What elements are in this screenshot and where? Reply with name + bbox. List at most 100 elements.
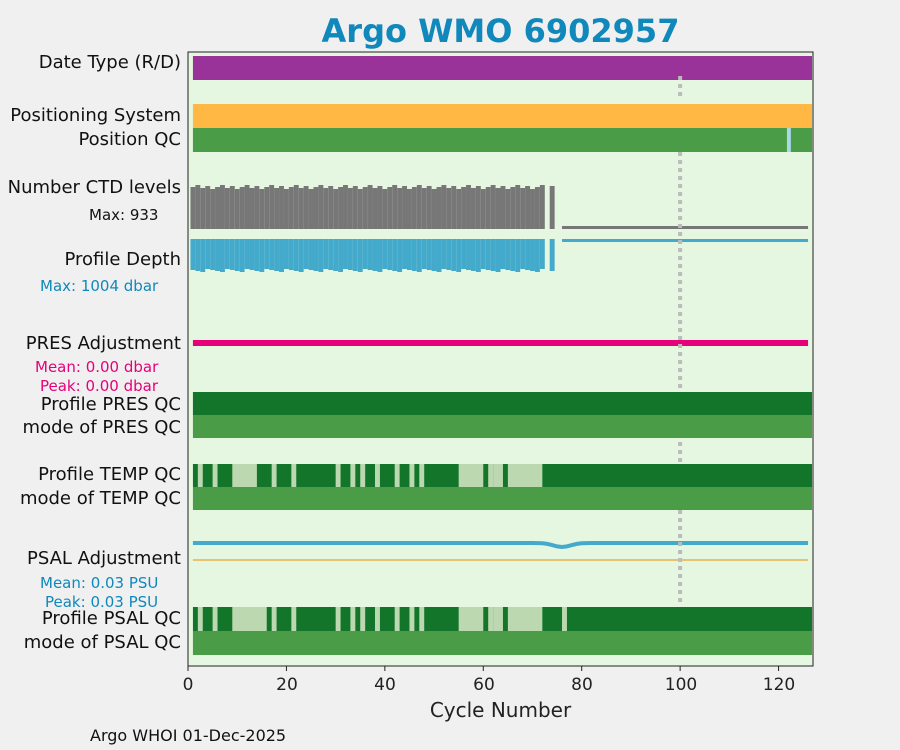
ctd-levels-bar (328, 186, 334, 229)
profile-depth-bar (264, 239, 270, 269)
temp-qc-light-segment (409, 464, 415, 487)
profile-depth-bar (259, 239, 265, 272)
profile-depth-bar (534, 239, 540, 272)
label-date-type: Date Type (R/D) (38, 52, 181, 73)
ctd-levels-bar (254, 186, 260, 229)
ctd-levels-bar (510, 187, 516, 229)
label-positioning-system: Positioning System (10, 105, 181, 126)
temp-qc-light-segment (394, 464, 400, 487)
psal-qc-light-segment (394, 607, 400, 631)
profile-depth-bar (239, 239, 245, 272)
profile-depth-bar (505, 239, 511, 270)
profile-depth-bar (456, 239, 462, 272)
psal-peak-text: Peak: 0.03 PSU (45, 593, 159, 611)
ctd-levels-bar (313, 187, 319, 229)
profile-depth-bar (490, 239, 496, 271)
ctd-levels-bar (470, 188, 476, 229)
label-mode-pres-qc: mode of PRES QC (22, 417, 181, 438)
x-tick-label: 40 (374, 675, 396, 695)
profile-depth-bar (377, 239, 383, 272)
label-profile-psal-qc: Profile PSAL QC (41, 608, 181, 629)
profile-depth-bar (288, 239, 294, 270)
x-axis-label: Cycle Number (429, 698, 572, 722)
ctd-levels-bar (269, 185, 275, 229)
profile-depth-bar (308, 239, 314, 270)
label-profile-pres-qc: Profile PRES QC (40, 394, 181, 415)
x-tick-label: 120 (762, 675, 796, 695)
psal-qc-light-segment (271, 607, 277, 631)
profile-depth-bar (475, 239, 481, 272)
ctd-levels-bar (530, 189, 535, 229)
psal-qc-light-segment (409, 607, 415, 631)
ctd-levels-bar (352, 186, 358, 229)
profile-depth-bar (215, 239, 220, 271)
temp-qc-light-segment (419, 464, 425, 487)
profile-depth-bar (446, 239, 452, 270)
x-tick-label: 20 (276, 675, 298, 695)
ctd-levels-bar (520, 188, 526, 229)
ctd-levels-bar (288, 187, 294, 229)
ctd-levels-bar (382, 189, 388, 229)
ctd-levels-bar (387, 187, 393, 229)
mode-pres-qc-bar (192, 415, 813, 438)
ctd-levels-bar (357, 189, 363, 229)
ctd-levels-bar (461, 187, 467, 229)
psal-mean-text: Mean: 0.03 PSU (40, 574, 159, 592)
profile-depth-bar (347, 239, 353, 270)
ctd-levels-bar (480, 189, 486, 229)
profile-depth-bar (421, 239, 427, 269)
ctd-levels-shallow (562, 226, 809, 229)
psal-qc-light-segment (360, 607, 366, 631)
profile-depth-bar (470, 239, 476, 271)
label-pres-adjustment: PRES Adjustment (25, 333, 181, 354)
profile-depth-bar (210, 239, 216, 270)
profile-depth-bar (451, 239, 457, 271)
ctd-levels-bar (451, 186, 457, 229)
ctd-levels-bar (436, 187, 442, 229)
ctd-levels-bar (392, 185, 398, 229)
ctd-levels-bar (205, 186, 211, 229)
profile-depth-bar (480, 239, 486, 269)
mode-psal-qc-bar (192, 631, 813, 655)
profile-depth-bar (328, 239, 334, 270)
profile-depth-bar (510, 239, 516, 271)
ctd-levels-bar (515, 185, 521, 229)
ctd-levels-bar (505, 189, 511, 229)
ctd-levels-bar (397, 188, 403, 229)
profile-depth-bar (338, 239, 344, 272)
ctd-levels-bar (485, 187, 491, 229)
profile-depth-bar (352, 239, 358, 271)
profile-depth-bar (515, 239, 521, 272)
profile-depth-bar (500, 239, 506, 269)
profile-depth-bar (431, 239, 437, 271)
depth-max-text: Max: 1004 dbar (40, 277, 159, 295)
ctd-levels-bar (490, 185, 496, 229)
profile-depth-bar (372, 239, 378, 271)
ctd-levels-bar (500, 186, 506, 229)
ctd-levels-bar (259, 189, 265, 229)
ctd-levels-bar (495, 188, 501, 229)
x-tick-label: 100 (664, 675, 698, 695)
x-tick-label: 60 (473, 675, 495, 695)
ctd-levels-bar (219, 185, 225, 229)
label-mode-temp-qc: mode of TEMP QC (19, 488, 181, 509)
position-qc-flag (786, 128, 791, 152)
profile-depth-bar (195, 239, 201, 271)
ctd-levels-bar (441, 185, 447, 229)
temp-qc-light-segment (488, 464, 494, 487)
label-mode-psal-qc: mode of PSAL QC (23, 632, 181, 653)
ctd-levels-bar (525, 186, 531, 229)
ctd-levels-bar (446, 188, 452, 229)
ctd-levels-bar (411, 187, 417, 229)
psal-qc-light-segment (232, 607, 267, 631)
profile-depth-bar (274, 239, 280, 271)
temp-qc-light-segment (271, 464, 277, 487)
ctd-levels-bar (215, 187, 220, 229)
temp-qc-light-segment (197, 464, 203, 487)
profile-depth-bar (279, 239, 284, 272)
psal-qc-light-segment (493, 607, 503, 631)
ctd-levels-bar (200, 188, 206, 229)
ctd-levels-bar (224, 188, 230, 229)
ctd-levels-bar (244, 185, 250, 229)
ctd-levels-bar (426, 186, 432, 229)
